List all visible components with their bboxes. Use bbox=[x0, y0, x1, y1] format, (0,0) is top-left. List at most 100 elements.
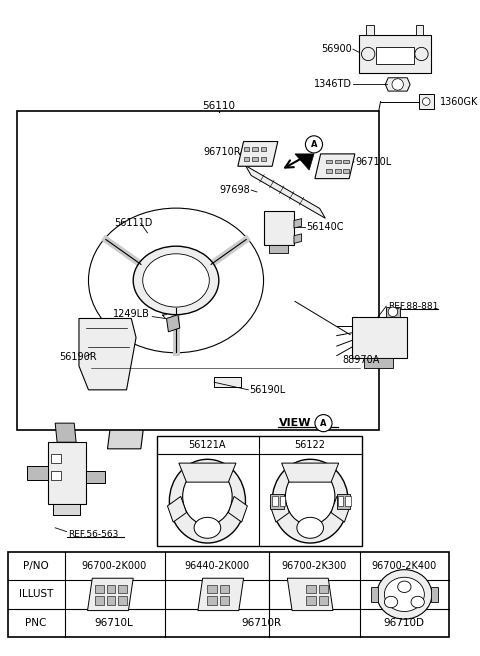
Text: A: A bbox=[320, 419, 327, 428]
Polygon shape bbox=[269, 245, 288, 253]
Polygon shape bbox=[270, 493, 284, 509]
Polygon shape bbox=[385, 78, 410, 91]
Circle shape bbox=[315, 415, 332, 432]
Text: 56110: 56110 bbox=[203, 101, 235, 112]
Polygon shape bbox=[198, 578, 243, 611]
Text: 97698: 97698 bbox=[219, 185, 250, 195]
Bar bbox=[319, 596, 328, 605]
Text: 1346TD: 1346TD bbox=[314, 79, 352, 89]
Polygon shape bbox=[238, 142, 278, 166]
Polygon shape bbox=[264, 211, 294, 245]
Text: PNC: PNC bbox=[25, 618, 47, 628]
Text: REF.88-881: REF.88-881 bbox=[388, 302, 439, 311]
Bar bbox=[207, 585, 217, 594]
Bar bbox=[319, 585, 328, 594]
Polygon shape bbox=[261, 147, 266, 151]
Bar bbox=[220, 596, 229, 605]
Ellipse shape bbox=[183, 468, 232, 525]
Ellipse shape bbox=[194, 518, 221, 539]
Bar bbox=[220, 585, 229, 594]
Text: 96700-2K400: 96700-2K400 bbox=[372, 561, 437, 571]
Text: 56190R: 56190R bbox=[59, 352, 96, 361]
Polygon shape bbox=[26, 466, 48, 480]
Polygon shape bbox=[337, 493, 350, 509]
Text: 96440-2K000: 96440-2K000 bbox=[184, 561, 250, 571]
Polygon shape bbox=[168, 497, 186, 522]
Polygon shape bbox=[282, 463, 339, 482]
Text: 96700-2K000: 96700-2K000 bbox=[82, 561, 147, 571]
Polygon shape bbox=[371, 586, 378, 602]
Polygon shape bbox=[344, 169, 349, 173]
Text: 96710L: 96710L bbox=[95, 618, 133, 628]
Polygon shape bbox=[335, 159, 341, 163]
Ellipse shape bbox=[398, 581, 411, 592]
Text: 96710D: 96710D bbox=[384, 618, 425, 628]
Text: A: A bbox=[311, 140, 317, 149]
Polygon shape bbox=[87, 578, 133, 611]
Polygon shape bbox=[167, 315, 180, 332]
Bar bbox=[95, 596, 104, 605]
Bar bbox=[338, 497, 344, 506]
Polygon shape bbox=[270, 497, 289, 522]
Circle shape bbox=[415, 47, 428, 60]
Ellipse shape bbox=[133, 246, 219, 315]
Polygon shape bbox=[261, 157, 266, 161]
Polygon shape bbox=[294, 234, 301, 243]
Text: VIEW: VIEW bbox=[279, 418, 311, 428]
Text: REF.56-563: REF.56-563 bbox=[69, 530, 119, 539]
Bar bbox=[306, 585, 316, 594]
Bar bbox=[306, 596, 316, 605]
Bar bbox=[107, 596, 115, 605]
Polygon shape bbox=[344, 159, 349, 163]
Bar bbox=[95, 585, 104, 594]
Bar bbox=[51, 453, 61, 463]
Polygon shape bbox=[79, 318, 136, 390]
Bar bbox=[272, 497, 278, 506]
Bar bbox=[118, 585, 127, 594]
Ellipse shape bbox=[272, 459, 348, 543]
Polygon shape bbox=[326, 169, 332, 173]
Text: 1249LB: 1249LB bbox=[113, 309, 150, 319]
Polygon shape bbox=[53, 504, 80, 516]
Polygon shape bbox=[315, 154, 355, 178]
Bar bbox=[214, 377, 240, 387]
Text: 88970A: 88970A bbox=[343, 356, 380, 365]
Text: 96710L: 96710L bbox=[355, 157, 391, 167]
Polygon shape bbox=[55, 423, 76, 442]
Polygon shape bbox=[295, 154, 314, 170]
Polygon shape bbox=[376, 47, 414, 64]
Polygon shape bbox=[331, 497, 350, 522]
Text: 96710R: 96710R bbox=[203, 147, 240, 157]
Text: 56140C: 56140C bbox=[306, 222, 344, 232]
Ellipse shape bbox=[411, 596, 424, 607]
Bar bbox=[280, 497, 286, 506]
Polygon shape bbox=[228, 497, 247, 522]
Circle shape bbox=[305, 136, 323, 153]
Polygon shape bbox=[335, 169, 341, 173]
Ellipse shape bbox=[297, 518, 324, 539]
Circle shape bbox=[361, 47, 375, 60]
Text: 56190L: 56190L bbox=[249, 385, 286, 395]
Ellipse shape bbox=[72, 195, 281, 366]
Polygon shape bbox=[243, 157, 249, 161]
Polygon shape bbox=[85, 471, 105, 483]
Polygon shape bbox=[326, 159, 332, 163]
Polygon shape bbox=[252, 147, 258, 151]
Text: P/NO: P/NO bbox=[23, 561, 49, 571]
Ellipse shape bbox=[286, 468, 335, 525]
Text: 1360GK: 1360GK bbox=[440, 96, 478, 106]
Ellipse shape bbox=[384, 577, 424, 611]
Ellipse shape bbox=[169, 459, 245, 543]
Ellipse shape bbox=[143, 254, 209, 307]
Polygon shape bbox=[386, 307, 399, 317]
Bar bbox=[207, 596, 217, 605]
Text: 96710R: 96710R bbox=[241, 618, 282, 628]
Text: 96700-2K300: 96700-2K300 bbox=[281, 561, 347, 571]
Bar bbox=[51, 471, 61, 480]
Bar bbox=[107, 585, 115, 594]
Polygon shape bbox=[48, 442, 85, 504]
Text: 56111D: 56111D bbox=[114, 218, 153, 228]
Ellipse shape bbox=[384, 596, 398, 607]
Polygon shape bbox=[364, 358, 393, 368]
Polygon shape bbox=[243, 147, 249, 151]
